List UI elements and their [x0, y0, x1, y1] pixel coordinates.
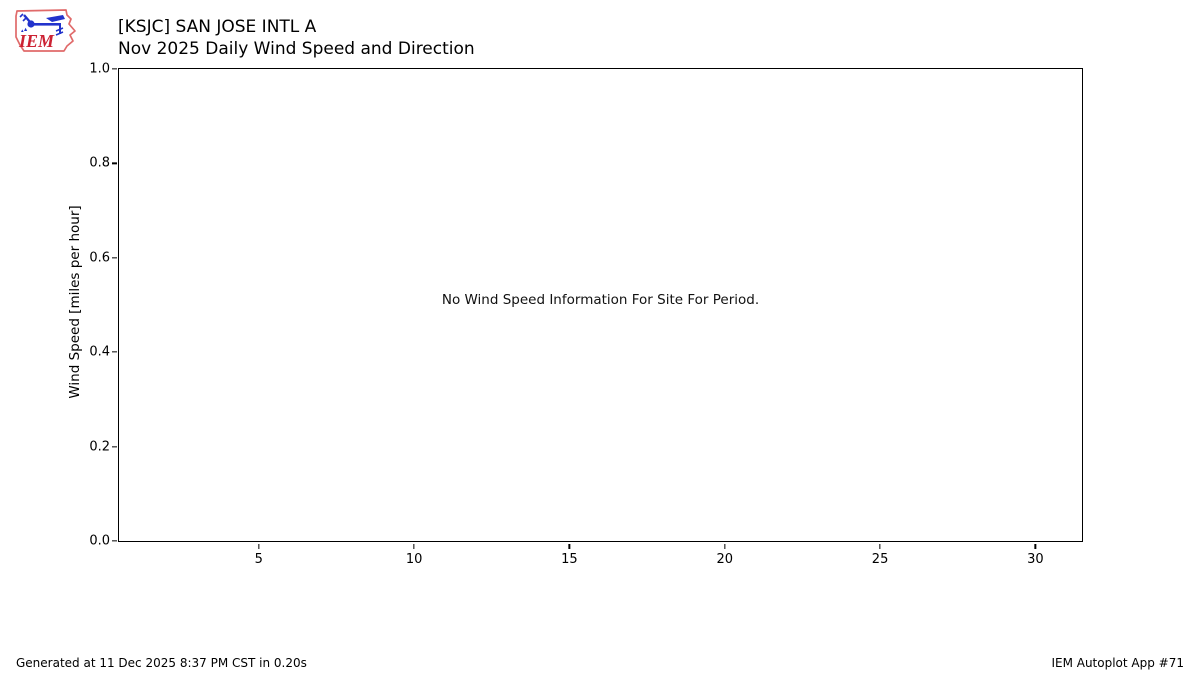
- title-line-2: Nov 2025 Daily Wind Speed and Direction: [118, 39, 475, 59]
- iem-logo-icon: IEM: [15, 9, 76, 52]
- x-tick-label: 30: [1027, 552, 1044, 567]
- no-data-message: No Wind Speed Information For Site For P…: [441, 291, 760, 308]
- y-tick-mark: [111, 68, 117, 70]
- iem-logo: IEM: [8, 4, 78, 56]
- x-tick-label: 15: [561, 552, 578, 567]
- wind-vane-icon: [19, 13, 65, 36]
- y-tick-label: 0.0: [89, 533, 110, 549]
- x-tick-mark: [724, 543, 726, 549]
- iem-logo-text: IEM: [18, 31, 55, 51]
- y-tick-mark: [111, 445, 117, 448]
- y-tick-mark: [111, 257, 117, 259]
- y-tick-mark: [111, 540, 117, 542]
- chart-title: [KSJC] SAN JOSE INTL A Nov 2025 Daily Wi…: [118, 16, 475, 60]
- x-tick-mark: [879, 543, 881, 549]
- x-tick-label: 25: [871, 552, 889, 567]
- x-tick-mark: [258, 543, 260, 549]
- y-tick-label: 0.6: [89, 250, 110, 266]
- y-tick-label: 0.4: [89, 344, 110, 360]
- x-tick-mark: [1034, 543, 1037, 549]
- y-tick-label: 0.2: [89, 439, 110, 455]
- y-tick-mark: [111, 162, 117, 165]
- generated-timestamp: Generated at 11 Dec 2025 8:37 PM CST in …: [16, 656, 307, 670]
- y-tick-label: 0.8: [89, 155, 110, 171]
- x-tick-mark: [413, 543, 415, 549]
- iowa-outline-icon: [15, 9, 76, 52]
- y-axis-label: Wind Speed [miles per hour]: [67, 205, 83, 399]
- x-tick-mark: [568, 543, 571, 549]
- y-tick-mark: [111, 351, 117, 353]
- plot-area: No Wind Speed Information For Site For P…: [89, 62, 1083, 567]
- y-tick-label: 1.0: [89, 61, 110, 77]
- x-tick-label: 10: [405, 552, 423, 567]
- x-tick-label: 20: [716, 552, 734, 567]
- app-credit: IEM Autoplot App #71: [1051, 656, 1184, 670]
- x-tick-label: 5: [254, 552, 263, 567]
- title-line-1: [KSJC] SAN JOSE INTL A: [118, 17, 317, 37]
